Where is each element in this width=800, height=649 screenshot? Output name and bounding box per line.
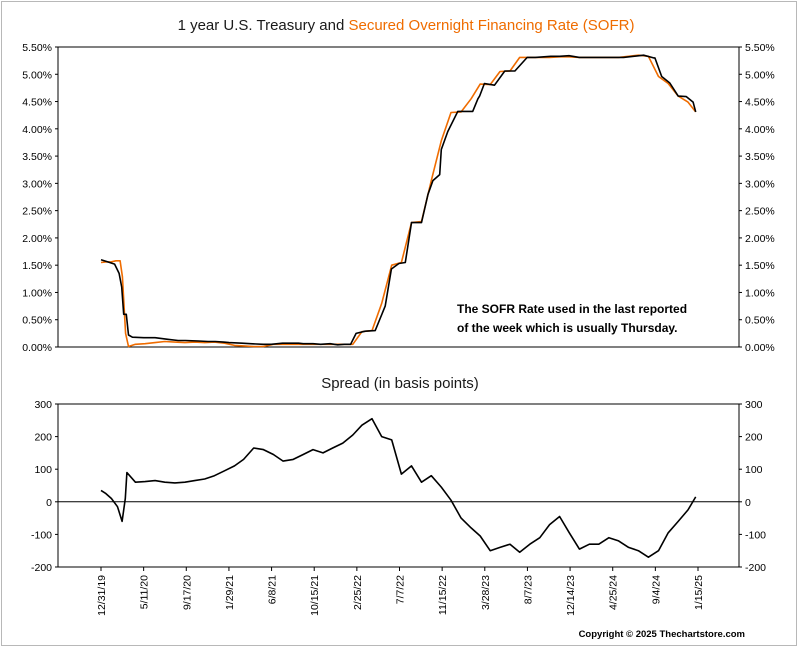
spread-y-label-left: 300 xyxy=(34,399,52,411)
x-tick-label: 7/7/22 xyxy=(395,575,407,604)
top-y-label-left: 1.00% xyxy=(22,287,52,299)
top-y-label-left: 0.50% xyxy=(22,315,52,327)
top-plot-area xyxy=(57,46,740,348)
x-tick-label: 2/25/22 xyxy=(352,575,364,610)
top-y-label-left: 3.50% xyxy=(22,151,52,163)
x-tick-label: 3/28/23 xyxy=(480,575,492,610)
x-tick-label: 9/4/24 xyxy=(650,575,662,604)
top-y-label-left: 4.00% xyxy=(22,124,52,136)
annotation-line-1: The SOFR Rate used in the last reported xyxy=(457,302,687,316)
x-tick-label: 12/14/23 xyxy=(565,575,577,616)
top-y-label-right: 2.50% xyxy=(745,206,775,218)
top-y-label-left: 5.00% xyxy=(22,69,52,81)
spread-y-label-right: 0 xyxy=(745,497,751,509)
x-tick-label: 8/7/23 xyxy=(522,575,534,604)
spread-y-label-left: 100 xyxy=(34,464,52,476)
spread-y-label-right: -100 xyxy=(745,529,766,541)
annotation-line-2: of the week which is usually Thursday. xyxy=(457,321,678,335)
top-y-label-right: 0.50% xyxy=(745,315,775,327)
top-y-label-left: 4.50% xyxy=(22,97,52,109)
spread-y-axis: -200 -200 -100 -100 0 0 100 100 200 200 300 300 xyxy=(31,399,766,574)
x-tick-label: 6/8/21 xyxy=(267,575,279,604)
top-y-label-right: 3.00% xyxy=(745,178,775,190)
spread-chart-title: Spread (in basis points) xyxy=(321,375,479,392)
top-y-label-right: 4.00% xyxy=(745,124,775,136)
top-chart-title: 1 year U.S. Treasury and Secured Overnig… xyxy=(178,17,635,34)
top-y-label-left: 2.00% xyxy=(22,233,52,245)
top-y-label-left: 3.00% xyxy=(22,178,52,190)
x-tick-label: 12/31/19 xyxy=(96,575,108,616)
top-y-label-left: 2.50% xyxy=(22,206,52,218)
top-y-label-right: 5.50% xyxy=(745,42,775,54)
x-tick-label: 5/11/20 xyxy=(139,575,151,609)
top-y-label-right: 5.00% xyxy=(745,69,775,81)
top-y-label-right: 4.50% xyxy=(745,97,775,109)
spread-series xyxy=(100,417,697,559)
top-y-axis: 0.00% 0.00% 0.50% 0.50% 1.00% 1.00% 1.50% 1.50%… xyxy=(22,42,775,354)
top-y-label-right: 3.50% xyxy=(745,151,775,163)
x-tick-label: 1/15/25 xyxy=(693,575,705,610)
spread-y-label-left: 0 xyxy=(46,497,52,509)
spread-y-label-right: 300 xyxy=(745,399,763,411)
title-treasury-part: 1 year U.S. Treasury and xyxy=(178,17,349,34)
spread-plot-area xyxy=(57,403,740,568)
spread-series-line xyxy=(100,417,697,559)
title-sofr-part: Secured Overnight Financing Rate (SOFR) xyxy=(348,17,634,34)
copyright-text: Copyright © 2025 Thechartstore.com xyxy=(579,629,745,640)
top-y-label-left: 1.50% xyxy=(22,260,52,272)
treasury-series-line xyxy=(100,54,697,346)
x-tick-label: 10/15/21 xyxy=(309,575,321,616)
top-y-label-left: 5.50% xyxy=(22,42,52,54)
x-tick-label: 1/29/21 xyxy=(224,575,236,610)
spread-y-label-right: -200 xyxy=(745,562,766,574)
spread-y-label-right: 200 xyxy=(745,432,763,444)
x-tick-label: 9/17/20 xyxy=(181,575,193,610)
top-y-label-left: 0.00% xyxy=(22,342,52,354)
spread-y-label-left: -100 xyxy=(31,529,52,541)
top-y-label-right: 1.50% xyxy=(745,260,775,272)
top-series xyxy=(100,54,697,348)
spread-y-label-right: 100 xyxy=(745,464,763,476)
x-axis-dates: 12/31/19 5/11/20 9/17/20 1/29/21 6/8/21 10/15… xyxy=(96,567,705,616)
x-tick-label: 11/15/22 xyxy=(437,575,449,615)
top-y-label-right: 2.00% xyxy=(745,233,775,245)
spread-y-label-left: 200 xyxy=(34,432,52,444)
x-tick-label: 4/25/24 xyxy=(608,575,620,610)
spread-y-label-left: -200 xyxy=(31,562,52,574)
top-y-label-right: 1.00% xyxy=(745,287,775,299)
top-y-label-right: 0.00% xyxy=(745,342,775,354)
